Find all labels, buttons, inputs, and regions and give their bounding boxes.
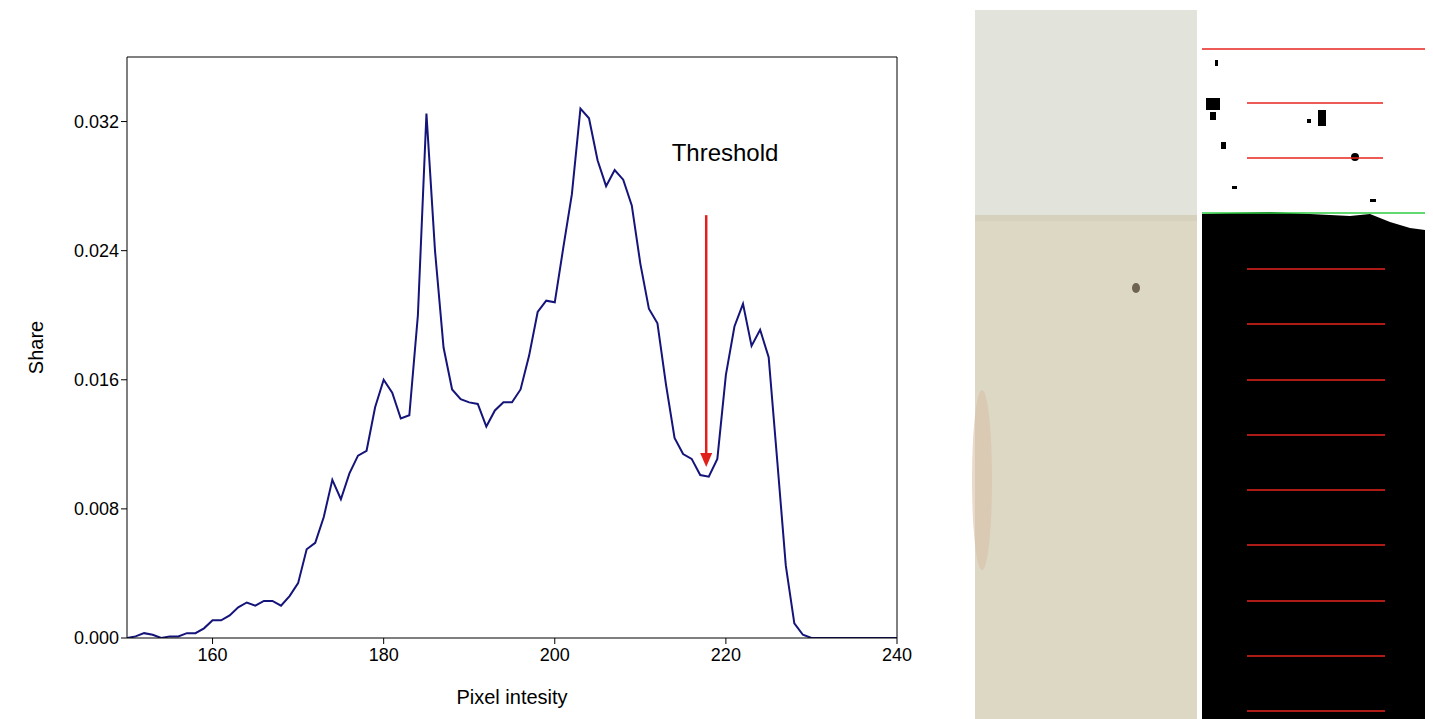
svg-text:Threshold: Threshold xyxy=(672,139,779,166)
svg-text:180: 180 xyxy=(369,645,399,665)
svg-text:0.000: 0.000 xyxy=(74,628,119,648)
svg-text:200: 200 xyxy=(540,645,570,665)
svg-text:0.016: 0.016 xyxy=(74,370,119,390)
svg-text:Share: Share xyxy=(25,321,47,374)
svg-text:160: 160 xyxy=(198,645,228,665)
svg-text:0.024: 0.024 xyxy=(74,241,119,261)
svg-text:0.008: 0.008 xyxy=(74,499,119,519)
svg-text:Pixel intesity: Pixel intesity xyxy=(456,686,567,708)
svg-text:0.032: 0.032 xyxy=(74,112,119,132)
svg-text:220: 220 xyxy=(711,645,741,665)
svg-text:240: 240 xyxy=(882,645,912,665)
